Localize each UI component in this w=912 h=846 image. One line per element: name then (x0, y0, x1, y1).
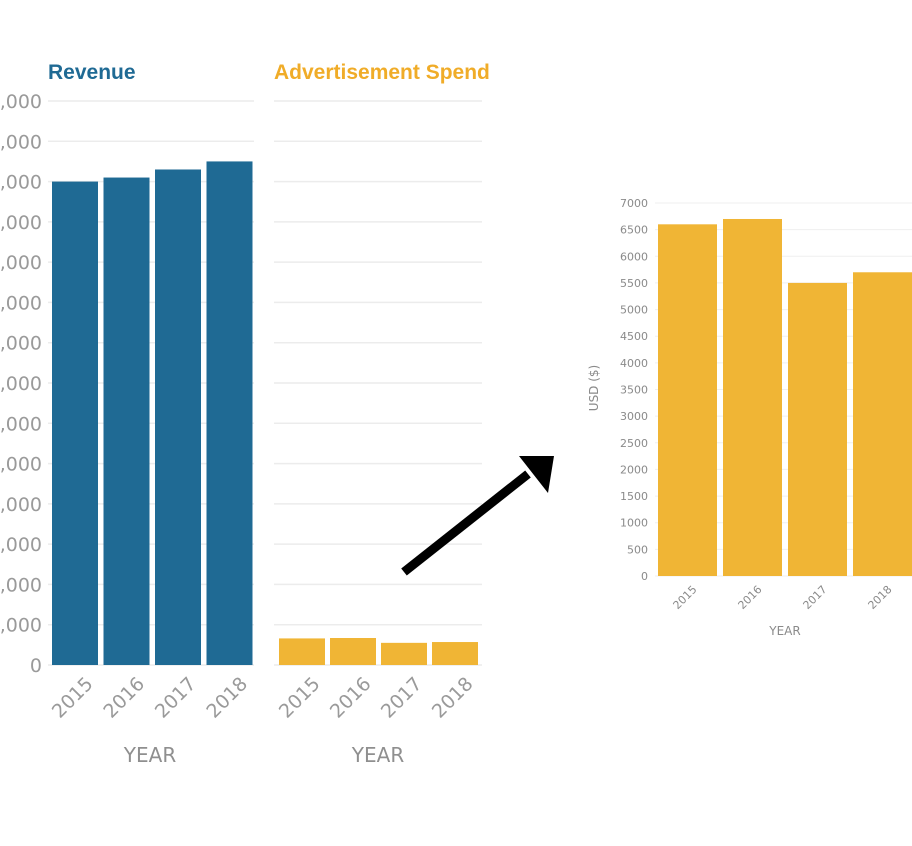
adspend-bar (432, 642, 478, 665)
zoom-y-tick-label: 4500 (620, 330, 648, 343)
zoom-bar (853, 272, 912, 576)
zoom-bars (658, 218, 912, 577)
revenue-x-tick-label: 2017 (151, 673, 201, 723)
adspend-x-tick-label: 2015 (275, 673, 325, 723)
zoom-x-tick-label: 2017 (801, 583, 830, 612)
revenue-bar (52, 181, 98, 666)
revenue-title: Revenue (48, 61, 136, 84)
arrow-shaft (401, 470, 531, 576)
zoom-x-tick-label: 2018 (866, 583, 895, 612)
zoom-x-tick-label: 2016 (736, 583, 765, 612)
adspend-title: Advertisement Spend (274, 61, 490, 84)
adspend-x-tick-label: 2017 (377, 673, 427, 723)
adspend-bar (330, 638, 376, 665)
adspend-x-ticks: 2015 2016 2017 2018 (275, 673, 478, 723)
adspend-x-tick-label: 2018 (428, 673, 478, 723)
adspend-x-tick-label: 2016 (326, 673, 376, 723)
zoom-bar (658, 224, 717, 577)
zoom-y-tick-label: 1000 (620, 517, 648, 530)
zoom-y-tick-label: 6000 (620, 250, 648, 263)
revenue-y-ticks: ,000 ,000 ,000 ,000 ,000 ,000 ,000 ,000 ,000 ,000… (0, 91, 42, 677)
revenue-bar (206, 161, 253, 665)
revenue-y-tick-label: ,000 (0, 413, 42, 435)
revenue-bar (155, 169, 201, 665)
adspend-bar (279, 638, 325, 665)
zoom-y-tick-label: 3500 (620, 384, 648, 397)
revenue-y-tick-label: ,000 (0, 252, 42, 274)
revenue-y-tick-label: ,000 (0, 292, 42, 314)
revenue-bar (103, 177, 150, 666)
zoom-y-tick-label: 500 (627, 543, 648, 556)
revenue-y-tick-label: ,000 (0, 615, 42, 637)
revenue-y-tick-label: ,000 (0, 373, 42, 395)
zoom-y-tick-label: 0 (641, 570, 648, 583)
revenue-y-tick-label: ,000 (0, 494, 42, 516)
revenue-x-tick-label: 2016 (99, 673, 149, 723)
revenue-y-tick-label: ,000 (0, 131, 42, 153)
revenue-y-tick-label: ,000 (0, 91, 42, 113)
adspend-gridlines (274, 100, 482, 666)
zoom-y-tick-label: 5500 (620, 277, 648, 290)
revenue-x-axis-label: YEAR (123, 743, 177, 767)
zoom-y-tick-label: 3000 (620, 410, 648, 423)
zoom-x-tick-label: 2015 (671, 583, 700, 612)
zoom-y-axis-label: USD ($) (587, 365, 601, 411)
revenue-y-tick-label: ,000 (0, 172, 42, 194)
zoom-y-tick-label: 6500 (620, 224, 648, 237)
revenue-y-tick-label: ,000 (0, 534, 42, 556)
zoom-x-ticks: 2015 2016 2017 2018 (671, 583, 895, 612)
zoom-y-tick-label: 4000 (620, 357, 648, 370)
revenue-y-tick-label: 0 (30, 655, 42, 677)
zoom-bar (723, 218, 782, 576)
revenue-y-tick-label: ,000 (0, 574, 42, 596)
zoom-y-tick-label: 7000 (620, 197, 648, 210)
zoom-y-tick-label: 5000 (620, 304, 648, 317)
revenue-bars (52, 161, 253, 666)
arrow-head (519, 456, 554, 493)
zoom-y-tick-label: 1500 (620, 490, 648, 503)
revenue-x-tick-label: 2015 (48, 673, 98, 723)
revenue-y-tick-label: ,000 (0, 212, 42, 234)
revenue-x-ticks: 2015 2016 2017 2018 (48, 673, 252, 723)
zoom-y-ticks: 0 500 1000 1500 2000 2500 3000 3500 4000 4500 5000… (620, 197, 648, 583)
zoom-arrow (401, 456, 554, 576)
revenue-y-tick-label: ,000 (0, 333, 42, 355)
zoom-y-tick-label: 2500 (620, 437, 648, 450)
revenue-x-tick-label: 2018 (202, 673, 252, 723)
zoom-y-tick-label: 2000 (620, 463, 648, 476)
adspend-bars (279, 638, 478, 665)
revenue-y-tick-label: ,000 (0, 454, 42, 476)
zoom-bar (788, 282, 847, 576)
adspend-bar (381, 642, 427, 665)
adspend-x-axis-label: YEAR (351, 743, 405, 767)
zoom-x-axis-label: YEAR (768, 624, 800, 638)
